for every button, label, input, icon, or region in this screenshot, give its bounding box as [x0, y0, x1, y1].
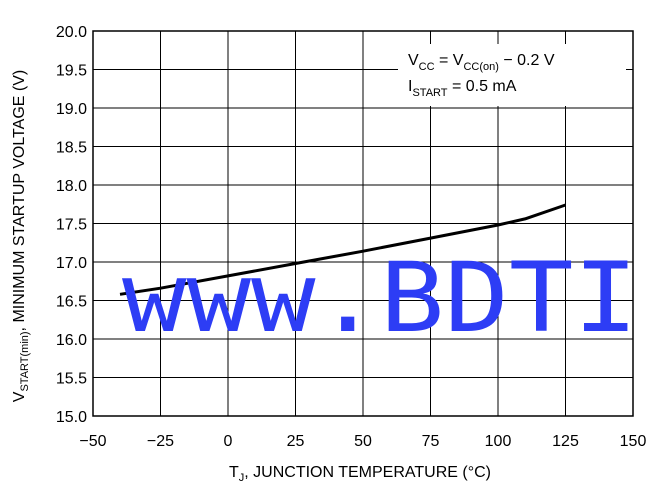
x-tick-label: 25 — [287, 433, 305, 450]
y-tick-label: 18.0 — [56, 178, 87, 195]
y-axis-title-rest: , MINIMUM STARTUP VOLTAGE (V) — [11, 70, 28, 332]
x-axis-title-t: T — [229, 464, 239, 481]
y-axis-title-sub: START(min) — [19, 331, 31, 391]
annotation-line1: VCC = VCC(on) − 0.2 V — [408, 52, 555, 73]
x-tick-label: 75 — [422, 433, 440, 450]
x-tick-labels: −50 −25 0 25 50 75 100 125 150 — [79, 433, 646, 450]
y-tick-label: 16.5 — [56, 294, 87, 311]
x-axis-title-rest: , JUNCTION TEMPERATURE (°C) — [244, 464, 491, 481]
y-tick-label: 16.0 — [56, 332, 87, 349]
watermark: www.BDTI — [122, 242, 638, 354]
y-tick-label: 19.0 — [56, 101, 87, 118]
grid — [93, 31, 633, 416]
plot-frame — [92, 30, 634, 417]
y-tick-label: 19.5 — [56, 63, 87, 80]
y-tick-label: 20.0 — [56, 24, 87, 41]
x-axis-title: TJ, JUNCTION TEMPERATURE (°C) — [229, 464, 491, 484]
x-tick-label: 100 — [485, 433, 512, 450]
series-line — [119, 203, 566, 296]
y-tick-label: 17.0 — [56, 255, 87, 272]
y-tick-label: 15.0 — [56, 409, 87, 426]
annotation-box — [398, 44, 626, 106]
annotation-current: = 0.5 mA — [448, 78, 517, 95]
y-tick-label: 15.5 — [56, 371, 87, 388]
annotation-vccon-sub: CC(on) — [463, 61, 498, 73]
annotation-eq: = V — [435, 52, 464, 69]
y-tick-label: 17.5 — [56, 217, 87, 234]
y-tick-label: 18.5 — [56, 140, 87, 157]
x-tick-label: 50 — [354, 433, 372, 450]
annotation-vcc-sub: CC — [419, 61, 435, 73]
x-axis-title-sub: J — [239, 472, 245, 484]
annotation-line2: ISTART = 0.5 mA — [408, 78, 517, 99]
y-tick-labels: 15.0 15.5 16.0 16.5 17.0 17.5 18.0 18.5 19.0 19.5… — [56, 24, 87, 426]
x-tick-label: 125 — [552, 433, 579, 450]
y-axis-title: VSTART(min), MINIMUM STARTUP VOLTAGE (V) — [11, 70, 31, 402]
x-tick-label: 0 — [224, 433, 233, 450]
y-axis-title-v: V — [11, 391, 28, 402]
x-tick-label: −50 — [79, 433, 106, 450]
annotation-istart-sub: START — [412, 87, 447, 99]
annotation-vcc: V — [408, 52, 419, 69]
annotation-offset: − 0.2 V — [499, 52, 555, 69]
x-tick-label: 150 — [620, 433, 647, 450]
annotation-istart: I — [408, 78, 412, 95]
x-tick-label: −25 — [147, 433, 174, 450]
